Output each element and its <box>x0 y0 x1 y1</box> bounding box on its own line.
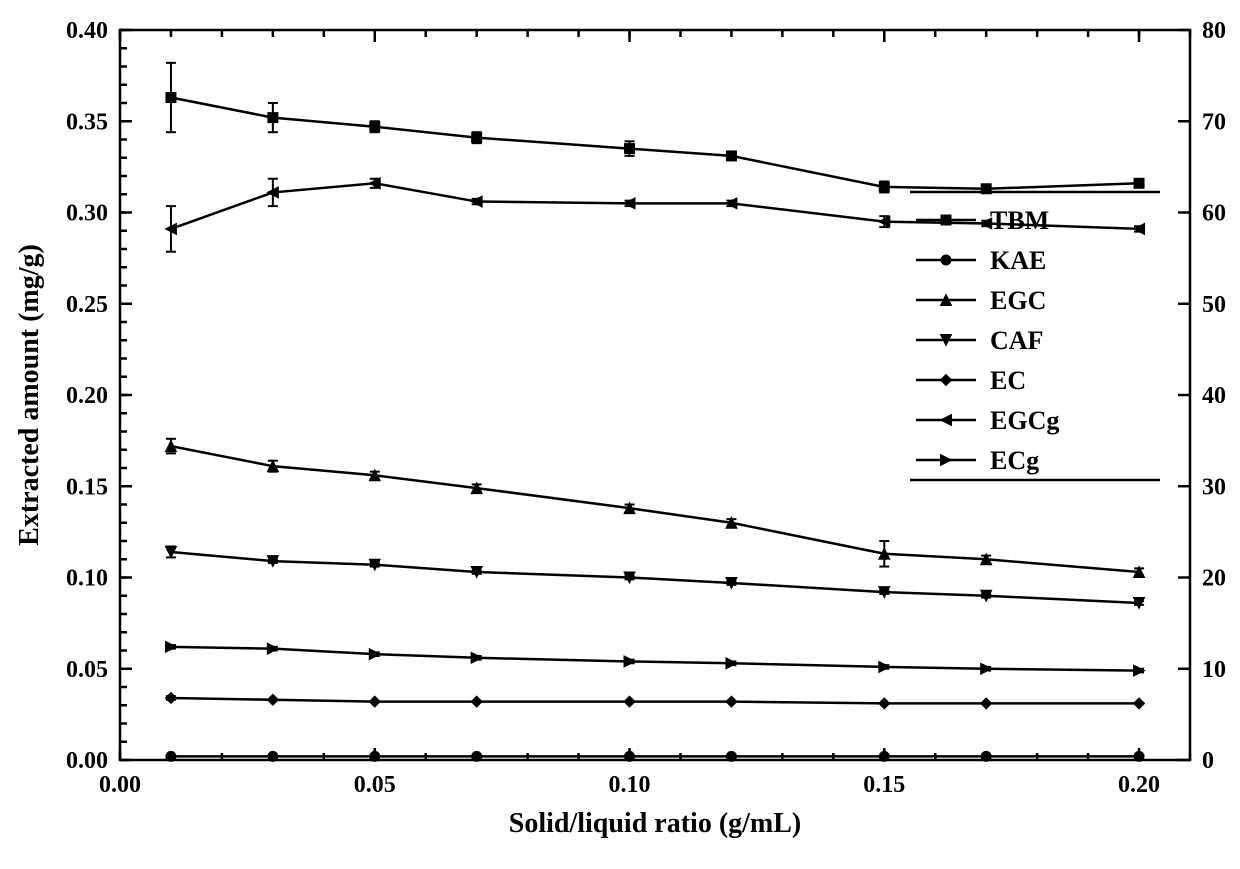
yright-tick-label: 10 <box>1202 657 1226 683</box>
series-CAF <box>165 546 1144 608</box>
legend-label-TBM: TBM <box>990 206 1049 235</box>
x-axis-title: Solid/liquid ratio (g/mL) <box>509 808 802 839</box>
legend-label-KAE: KAE <box>990 246 1046 275</box>
chart-container: { "chart": { "type": "line", "width": 12… <box>0 0 1240 869</box>
yleft-tick-label: 0.20 <box>66 383 108 409</box>
yright-tick-label: 20 <box>1202 566 1226 592</box>
yleft-axis-title: Extracted amount (mg/g) <box>14 244 45 546</box>
chart-svg: 0.00 0.05 0.10 0.15 0.20 0.00 0.05 0.10 0.15 0.20… <box>0 0 1240 869</box>
yright-tick-label: 30 <box>1202 474 1226 500</box>
yleft-tick-label: 0.35 <box>66 109 108 135</box>
legend: TBM KAE EGC CAF EC EGCg ECg <box>910 192 1160 480</box>
yleft-tick-label: 0.05 <box>66 657 108 683</box>
yleft-tick-label: 0.00 <box>66 748 108 774</box>
x-tick-label: 0.00 <box>99 772 141 798</box>
yright-tick-label: 70 <box>1202 109 1226 135</box>
yright-tick-label: 80 <box>1202 18 1226 44</box>
yleft-tick-label: 0.10 <box>66 566 108 592</box>
x-tick-label: 0.15 <box>863 772 905 798</box>
yright-tick-label: 0 <box>1202 748 1214 774</box>
yright-tick-label: 50 <box>1202 292 1226 318</box>
x-tick-label: 0.10 <box>609 772 651 798</box>
legend-label-CAF: CAF <box>990 326 1043 355</box>
legend-label-EGC: EGC <box>990 286 1046 315</box>
series-ECg <box>165 641 1144 676</box>
legend-label-EC: EC <box>990 366 1026 395</box>
yright-tick-label: 40 <box>1202 383 1226 409</box>
x-tick-label: 0.20 <box>1118 772 1160 798</box>
yleft-tick-label: 0.40 <box>66 18 108 44</box>
yleft-tick-label: 0.25 <box>66 292 108 318</box>
x-tick-label: 0.05 <box>354 772 396 798</box>
legend-label-EGCg: EGCg <box>990 406 1059 435</box>
series-TBM <box>166 63 1144 194</box>
series-EC <box>165 692 1144 708</box>
yleft-tick-label: 0.30 <box>66 201 108 227</box>
legend-label-ECg: ECg <box>990 446 1039 475</box>
yleft-tick-label: 0.15 <box>66 474 108 500</box>
yright-tick-label: 60 <box>1202 201 1226 227</box>
